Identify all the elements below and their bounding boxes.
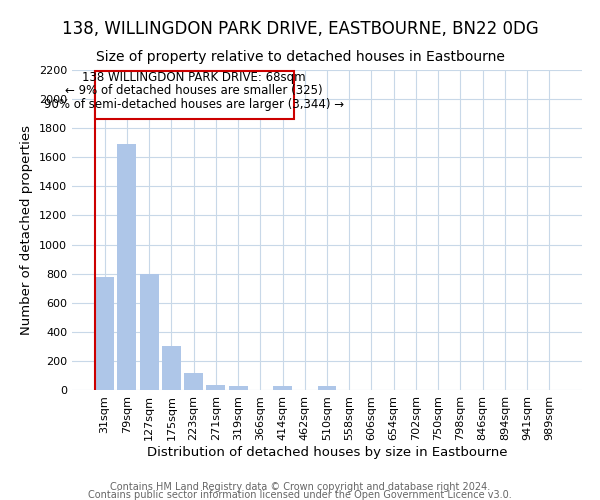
Text: Size of property relative to detached houses in Eastbourne: Size of property relative to detached ho… xyxy=(95,50,505,64)
Bar xyxy=(317,386,337,390)
Bar xyxy=(118,144,136,390)
Bar xyxy=(140,274,158,390)
X-axis label: Distribution of detached houses by size in Eastbourne: Distribution of detached houses by size … xyxy=(147,446,507,458)
Text: 90% of semi-detached houses are larger (3,344) →: 90% of semi-detached houses are larger (… xyxy=(44,98,344,112)
Text: 138, WILLINGDON PARK DRIVE, EASTBOURNE, BN22 0DG: 138, WILLINGDON PARK DRIVE, EASTBOURNE, … xyxy=(62,20,538,38)
Bar xyxy=(229,386,248,390)
Bar xyxy=(273,386,292,390)
FancyBboxPatch shape xyxy=(95,70,293,120)
Bar xyxy=(206,385,225,390)
Text: Contains HM Land Registry data © Crown copyright and database right 2024.: Contains HM Land Registry data © Crown c… xyxy=(110,482,490,492)
Text: 138 WILLINGDON PARK DRIVE: 68sqm: 138 WILLINGDON PARK DRIVE: 68sqm xyxy=(82,71,306,84)
Text: Contains public sector information licensed under the Open Government Licence v3: Contains public sector information licen… xyxy=(88,490,512,500)
Text: ← 9% of detached houses are smaller (325): ← 9% of detached houses are smaller (325… xyxy=(65,84,323,97)
Bar xyxy=(184,374,203,390)
Bar xyxy=(95,276,114,390)
Y-axis label: Number of detached properties: Number of detached properties xyxy=(20,125,34,335)
Bar xyxy=(162,346,181,390)
